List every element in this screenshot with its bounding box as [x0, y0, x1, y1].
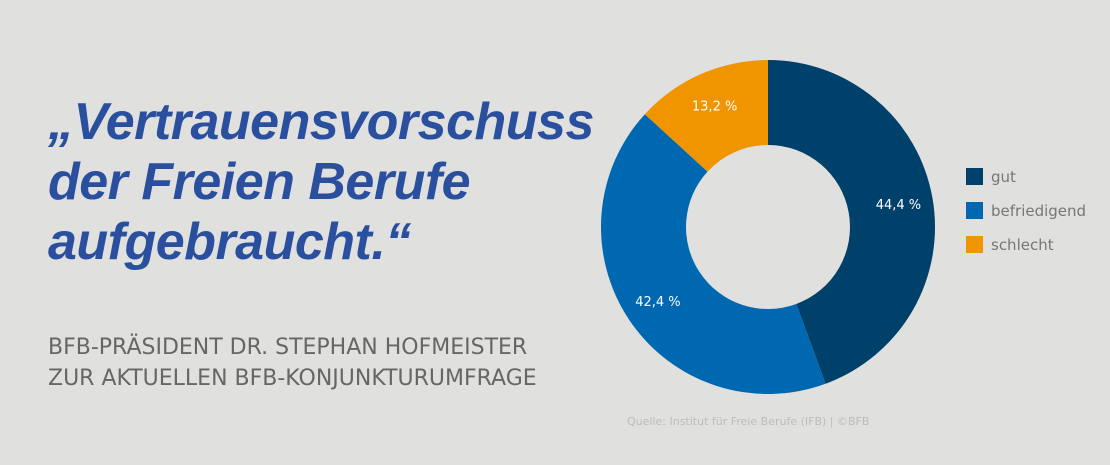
legend-swatch — [966, 202, 983, 219]
headline-line: „Vertrauensvorschuss — [48, 93, 594, 151]
legend-label: befriedigend — [991, 202, 1086, 220]
legend-swatch — [966, 236, 983, 253]
data-label: 44,4 % — [876, 198, 921, 213]
source-note: Quelle: Institut für Freie Berufe (IFB) … — [627, 415, 870, 428]
headline: „Vertrauensvorschuss der Freien Berufe a… — [48, 92, 594, 272]
donut-slice-befriedigend — [601, 114, 826, 395]
legend-swatch — [966, 168, 983, 185]
data-label: 42,4 % — [635, 295, 680, 310]
donut-slice-gut — [768, 60, 936, 384]
subtitle-line: ZUR AKTUELLEN BFB-KONJUNKTURUMFRAGE — [48, 366, 537, 391]
headline-line: aufgebraucht.“ — [48, 213, 411, 271]
legend-label: schlecht — [991, 236, 1054, 254]
legend-label: gut — [991, 168, 1016, 186]
donut-slice-schlecht — [644, 59, 768, 172]
subtitle-line: BFB-PRÄSIDENT DR. STEPHAN HOFMEISTER — [48, 335, 528, 360]
data-label: 13,2 % — [692, 100, 737, 115]
subtitle: BFB-PRÄSIDENT DR. STEPHAN HOFMEISTER ZUR… — [48, 332, 537, 394]
headline-line: der Freien Berufe — [48, 153, 471, 211]
